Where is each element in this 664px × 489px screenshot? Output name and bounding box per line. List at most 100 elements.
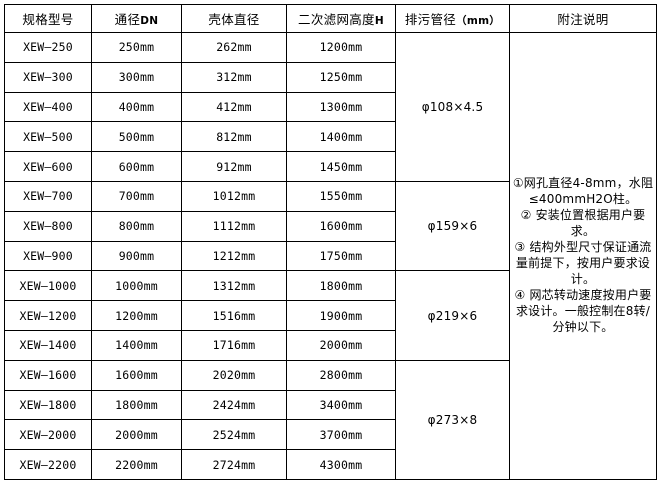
cell-dn: 600mm bbox=[91, 151, 182, 182]
cell-screen-height: 1800mm bbox=[286, 270, 396, 302]
column-header-screen-height: 二次滤网高度H bbox=[286, 4, 396, 33]
column-header-shell-diameter: 壳体直径 bbox=[181, 4, 287, 33]
cell-dn: 300mm bbox=[91, 61, 182, 93]
cell-screen-height: 2800mm bbox=[286, 359, 396, 391]
cell-screen-height: 1250mm bbox=[286, 61, 396, 93]
column-header-shell-diameter-label: 壳体直径 bbox=[208, 12, 260, 27]
cell-model: XEW—900 bbox=[4, 240, 92, 272]
cell-shell-diameter: 2424mm bbox=[181, 389, 287, 421]
cell-dn: 800mm bbox=[91, 210, 182, 242]
cell-shell-diameter: 1112mm bbox=[181, 210, 287, 242]
cell-dn: 250mm bbox=[91, 32, 182, 63]
cell-shell-diameter: 262mm bbox=[181, 32, 287, 63]
cell-screen-height: 1200mm bbox=[286, 32, 396, 63]
cell-screen-height: 2000mm bbox=[286, 329, 396, 361]
cell-screen-height: 4300mm bbox=[286, 449, 396, 480]
cell-screen-height: 1750mm bbox=[286, 240, 396, 272]
table-row: XEW—600 600mm 912mm 1450mm bbox=[4, 151, 657, 182]
cell-screen-height: 3400mm bbox=[286, 389, 396, 421]
column-header-screen-height-unit: H bbox=[374, 15, 384, 27]
cell-dn: 1400mm bbox=[91, 329, 182, 361]
cell-shell-diameter: 412mm bbox=[181, 91, 287, 123]
cell-drain-diameter: φ108×4.5 bbox=[395, 32, 510, 182]
table-header-row: 规格型号 通径DN 壳体直径 二次滤网高度H 排污管径（mm） 附注说明 bbox=[4, 4, 657, 33]
cell-shell-diameter: 312mm bbox=[181, 61, 287, 93]
cell-model: XEW—600 bbox=[4, 151, 92, 182]
table-row: XEW—700 700mm 1012mm 1550mm φ159×6 bbox=[4, 180, 657, 272]
cell-model: XEW—250 bbox=[4, 32, 92, 63]
table-row: XEW—800 800mm 1112mm 1600mm bbox=[4, 210, 657, 242]
cell-model: XEW—300 bbox=[4, 61, 92, 93]
column-header-dn-unit: DN bbox=[140, 15, 159, 27]
cell-dn: 1000mm bbox=[91, 270, 182, 302]
cell-model: XEW—2200 bbox=[4, 449, 92, 480]
specification-table: 规格型号 通径DN 壳体直径 二次滤网高度H 排污管径（mm） 附注说明 XEW… bbox=[4, 4, 657, 480]
cell-model: XEW—700 bbox=[4, 180, 92, 212]
column-header-model: 规格型号 bbox=[4, 4, 92, 33]
table-row: XEW—2000 2000mm 2524mm 3700mm bbox=[4, 419, 657, 451]
cell-screen-height: 1900mm bbox=[286, 300, 396, 331]
column-header-notes: 附注说明 bbox=[509, 4, 657, 33]
column-header-screen-height-label: 二次滤网高度 bbox=[298, 12, 375, 27]
cell-model: XEW—1200 bbox=[4, 300, 92, 331]
cell-shell-diameter: 2724mm bbox=[181, 449, 287, 480]
note-item: ①网孔直径4-8mm，水阻≤400mmH2O柱。 bbox=[512, 176, 654, 207]
table-row: XEW—2200 2200mm 2724mm 4300mm bbox=[4, 449, 657, 480]
note-item: ② 安装位置根据用户要求。 bbox=[520, 208, 646, 239]
cell-drain-diameter: φ273×8 bbox=[395, 359, 510, 480]
cell-model: XEW—2000 bbox=[4, 419, 92, 451]
note-item: ④ 网芯转动速度按用户要求设计。一般控制在8转/分钟以下。 bbox=[514, 287, 652, 334]
cell-dn: 1800mm bbox=[91, 389, 182, 421]
cell-model: XEW—1600 bbox=[4, 359, 92, 391]
column-header-dn-label: 通径 bbox=[114, 12, 141, 27]
cell-dn: 500mm bbox=[91, 121, 182, 153]
table-row: XEW—500 500mm 812mm 1400mm bbox=[4, 121, 657, 153]
cell-dn: 900mm bbox=[91, 240, 182, 272]
cell-dn: 2200mm bbox=[91, 449, 182, 480]
table-row: XEW—1000 1000mm 1312mm 1800mm φ219×6 bbox=[4, 270, 657, 361]
cell-shell-diameter: 812mm bbox=[181, 121, 287, 153]
column-header-drain-diameter-unit: （mm） bbox=[456, 15, 501, 27]
cell-dn: 2000mm bbox=[91, 419, 182, 451]
cell-dn: 1600mm bbox=[91, 359, 182, 391]
cell-shell-diameter: 1312mm bbox=[181, 270, 287, 302]
column-header-drain-diameter-label: 排污管径 bbox=[404, 12, 457, 27]
cell-screen-height: 1300mm bbox=[286, 91, 396, 123]
cell-model: XEW—1400 bbox=[4, 329, 92, 361]
table-row: XEW—1800 1800mm 2424mm 3400mm bbox=[4, 389, 657, 421]
cell-screen-height: 1550mm bbox=[286, 180, 396, 212]
cell-dn: 400mm bbox=[91, 91, 182, 123]
cell-notes: ①网孔直径4-8mm，水阻≤400mmH2O柱。 ② 安装位置根据用户要求。 ③ 结… bbox=[509, 32, 657, 480]
table-row: XEW—900 900mm 1212mm 1750mm bbox=[4, 240, 657, 272]
column-header-model-label: 规格型号 bbox=[22, 12, 74, 27]
cell-drain-diameter: φ159×6 bbox=[395, 180, 510, 272]
cell-screen-height: 3700mm bbox=[286, 419, 396, 451]
cell-dn: 700mm bbox=[91, 180, 182, 212]
cell-shell-diameter: 1012mm bbox=[181, 180, 287, 212]
table-row: XEW—400 400mm 412mm 1300mm bbox=[4, 91, 657, 123]
table-body: XEW—250 250mm 262mm 1200mm φ108×4.5 ①网孔直径4-8m… bbox=[4, 32, 657, 480]
column-header-drain-diameter: 排污管径（mm） bbox=[395, 4, 510, 33]
cell-shell-diameter: 1212mm bbox=[181, 240, 287, 272]
cell-model: XEW—500 bbox=[4, 121, 92, 153]
cell-drain-diameter: φ219×6 bbox=[395, 270, 510, 361]
note-item: ③ 结构外型尺寸保证通流量前提下，按用户要求设计。 bbox=[514, 240, 652, 286]
cell-shell-diameter: 2524mm bbox=[181, 419, 287, 451]
cell-shell-diameter: 1516mm bbox=[181, 300, 287, 331]
cell-model: XEW—1800 bbox=[4, 389, 92, 421]
cell-model: XEW—1000 bbox=[4, 270, 92, 302]
table-row: XEW—1600 1600mm 2020mm 2800mm φ273×8 bbox=[4, 359, 657, 480]
cell-screen-height: 1400mm bbox=[286, 121, 396, 153]
cell-screen-height: 1600mm bbox=[286, 210, 396, 242]
table-row: XEW—300 300mm 312mm 1250mm bbox=[4, 61, 657, 93]
cell-dn: 1200mm bbox=[91, 300, 182, 331]
column-header-dn: 通径DN bbox=[91, 4, 182, 33]
column-header-notes-label: 附注说明 bbox=[557, 12, 609, 27]
cell-model: XEW—400 bbox=[4, 91, 92, 123]
cell-shell-diameter: 1716mm bbox=[181, 329, 287, 361]
cell-shell-diameter: 912mm bbox=[181, 151, 287, 182]
cell-model: XEW—800 bbox=[4, 210, 92, 242]
cell-screen-height: 1450mm bbox=[286, 151, 396, 182]
cell-shell-diameter: 2020mm bbox=[181, 359, 287, 391]
table-row: XEW—250 250mm 262mm 1200mm φ108×4.5 ①网孔直径4-8m… bbox=[4, 32, 657, 480]
